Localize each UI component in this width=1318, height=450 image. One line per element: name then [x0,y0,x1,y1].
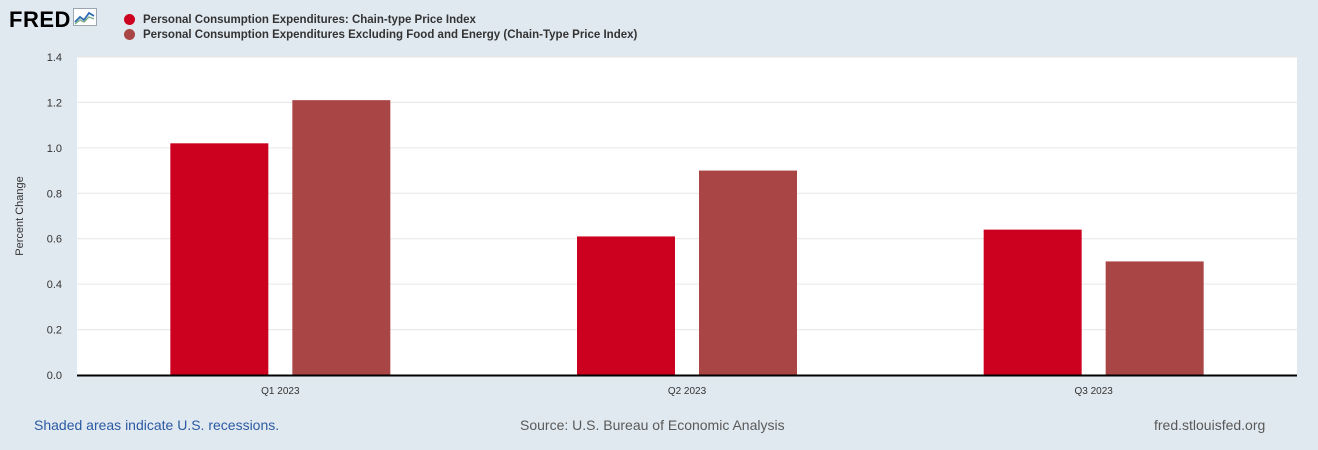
chart-container: 0.0 0.2 0.4 0.6 0.8 1.0 1.2 1.4 Percent Change Q1… [14,52,1297,397]
x-tick-label: Q1 2023 [261,386,300,397]
plot-area [77,57,1297,375]
logo-text: FRED [9,6,71,32]
recession-note-link[interactable]: Shaded areas indicate U.S. recessions. [34,417,280,433]
y-tick-label: 0.2 [47,325,62,337]
x-tick-label: Q2 2023 [668,386,707,397]
y-tick-label: 1.0 [47,143,62,155]
bar-pce-3[interactable] [983,229,1082,375]
bar-core-pce-1[interactable] [292,100,391,376]
fred-logo[interactable]: FRED [9,8,97,31]
y-tick-label: 0.4 [47,279,62,291]
source-text: Source: U.S. Bureau of Economic Analysis [520,417,785,433]
y-axis-title: Percent Change [14,176,26,256]
legend-label-core-pce: Personal Consumption Expenditures Exclud… [143,28,638,41]
legend-item-core-pce[interactable]: Personal Consumption Expenditures Exclud… [124,27,637,42]
y-tick-label: 1.2 [47,97,62,109]
legend-marker-core-pce [124,29,135,40]
chart-legend: Personal Consumption Expenditures: Chain… [124,12,637,42]
bar-core-pce-3[interactable] [1105,261,1204,375]
site-link[interactable]: fred.stlouisfed.org [1154,417,1266,433]
legend-marker-pce [124,14,135,25]
bar-pce-1[interactable] [170,143,269,375]
x-tick-label: Q3 2023 [1074,386,1113,397]
bar-chart: 0.0 0.2 0.4 0.6 0.8 1.0 1.2 1.4 Percent Change Q1… [14,52,1297,397]
y-tick-label: 0.0 [47,370,62,382]
legend-item-pce[interactable]: Personal Consumption Expenditures: Chain… [124,12,637,27]
y-tick-label: 1.4 [47,52,62,64]
y-tick-label: 0.8 [47,188,62,200]
legend-label-pce: Personal Consumption Expenditures: Chain… [143,13,476,26]
bar-pce-2[interactable] [577,236,675,375]
chart-line-icon [72,8,97,31]
bar-core-pce-2[interactable] [699,170,797,375]
y-tick-label: 0.6 [47,234,62,246]
